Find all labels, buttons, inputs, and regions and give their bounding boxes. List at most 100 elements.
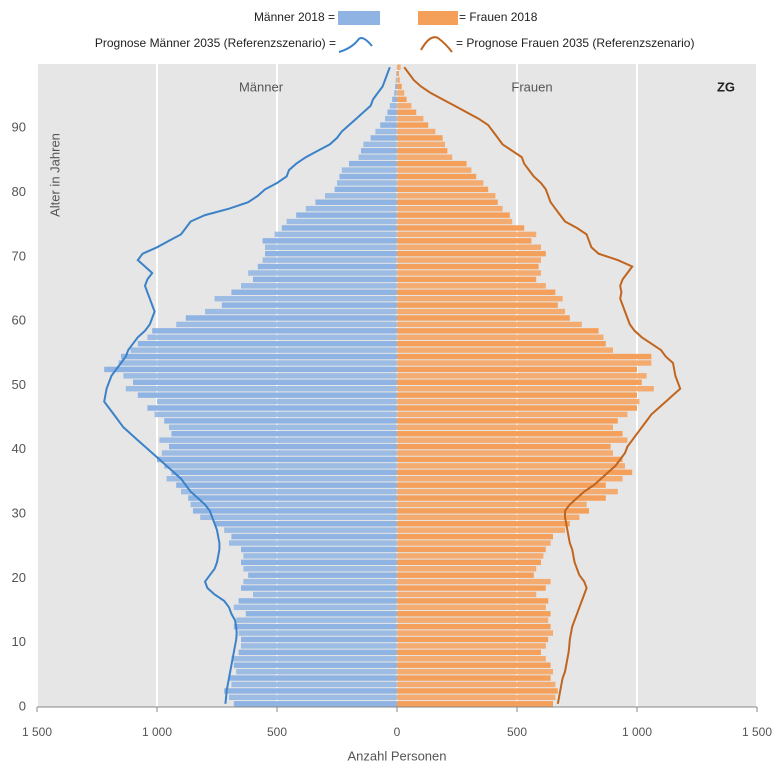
bar xyxy=(397,96,407,103)
bar xyxy=(238,598,397,604)
x-tick-label: 500 xyxy=(267,725,287,739)
bar xyxy=(397,289,556,295)
bar xyxy=(397,167,472,173)
bar xyxy=(238,630,397,636)
bar xyxy=(296,212,397,218)
bar xyxy=(159,437,397,443)
bar xyxy=(397,225,525,231)
bar xyxy=(397,321,582,328)
bar xyxy=(397,585,546,591)
bar xyxy=(241,546,397,553)
region-label: ZG xyxy=(717,79,735,94)
bar xyxy=(231,289,397,295)
bar xyxy=(397,476,623,482)
bar xyxy=(397,186,489,193)
x-tick-label: 0 xyxy=(394,725,401,739)
bar xyxy=(397,591,537,598)
bar xyxy=(229,675,397,681)
bar xyxy=(397,244,541,250)
bar xyxy=(397,501,587,508)
bar xyxy=(397,630,553,636)
bar xyxy=(397,405,637,411)
bar xyxy=(397,141,445,148)
bar xyxy=(392,96,397,103)
bar xyxy=(397,636,549,643)
bar xyxy=(397,533,553,540)
bar xyxy=(262,257,397,263)
bar xyxy=(395,77,397,83)
bar xyxy=(339,173,397,180)
bar xyxy=(397,694,556,701)
bar xyxy=(229,694,397,701)
bar xyxy=(397,77,400,83)
bar xyxy=(233,623,397,630)
bar xyxy=(231,681,397,688)
bar xyxy=(397,263,539,270)
bar xyxy=(397,173,477,180)
bar xyxy=(397,366,637,373)
left-label: Männer xyxy=(239,79,284,94)
bar xyxy=(315,199,397,205)
bar xyxy=(176,321,397,328)
bar xyxy=(224,688,397,694)
bar xyxy=(397,238,532,244)
bar xyxy=(385,115,397,122)
bar xyxy=(397,675,551,681)
y-axis-label: Alter in Jahren xyxy=(47,133,62,217)
bar xyxy=(397,154,453,160)
bar xyxy=(224,527,397,533)
bar xyxy=(152,328,397,334)
bar xyxy=(397,160,467,167)
bar xyxy=(257,263,397,270)
bar xyxy=(185,315,397,321)
bar xyxy=(397,514,580,521)
x-tick-label: 1 500 xyxy=(22,725,52,739)
bar xyxy=(157,398,397,405)
bar xyxy=(397,662,551,668)
bar xyxy=(397,566,537,572)
bar xyxy=(190,501,397,508)
bar xyxy=(229,540,397,546)
bar xyxy=(387,109,397,115)
bar xyxy=(397,598,549,604)
bar xyxy=(169,424,397,431)
legend-label: Prognose Männer 2035 (Referenzszenario) … xyxy=(95,36,336,50)
bar xyxy=(231,656,397,662)
bar xyxy=(397,482,606,488)
bar xyxy=(253,276,397,283)
bar xyxy=(154,411,397,418)
bar xyxy=(397,424,613,431)
line xyxy=(403,66,682,704)
x-tick-label: 1 500 xyxy=(742,725,772,739)
legend-label: = Frauen 2018 xyxy=(459,10,538,24)
bar xyxy=(349,160,397,167)
bar xyxy=(397,559,541,566)
bar xyxy=(341,167,397,173)
bar xyxy=(281,225,397,231)
bar xyxy=(397,109,417,115)
y-tick-label: 40 xyxy=(12,441,26,456)
bar xyxy=(396,70,397,77)
right-label: Frauen xyxy=(511,79,552,94)
bar xyxy=(305,205,397,212)
bar xyxy=(166,476,397,482)
bar xyxy=(236,617,397,623)
bar xyxy=(397,469,633,476)
bar xyxy=(397,148,448,154)
y-tick-label: 50 xyxy=(12,377,26,392)
bar xyxy=(397,540,551,546)
bar xyxy=(241,585,397,591)
bar xyxy=(397,212,510,218)
bar xyxy=(397,122,429,128)
bar xyxy=(147,334,397,340)
bar xyxy=(397,315,570,321)
bar xyxy=(397,250,546,257)
bar xyxy=(397,463,625,469)
legend-swatch xyxy=(338,11,380,25)
bar xyxy=(397,668,553,675)
bar xyxy=(397,340,606,347)
bar xyxy=(233,701,397,707)
y-tick-label: 80 xyxy=(12,184,26,199)
bar xyxy=(397,611,551,617)
bar xyxy=(265,244,397,250)
